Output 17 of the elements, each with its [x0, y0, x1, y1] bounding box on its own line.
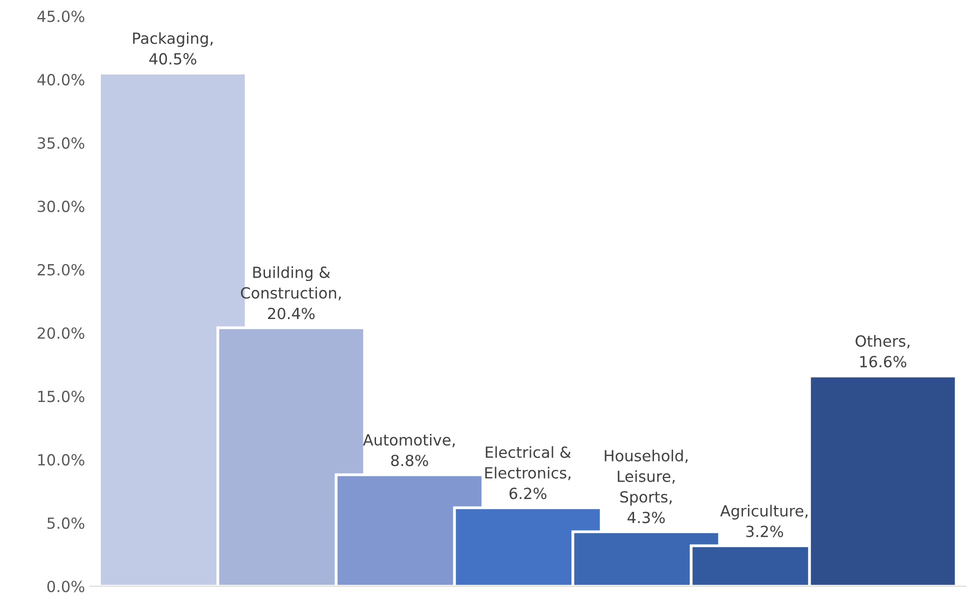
data-label: Household, Leisure, Sports, 4.3% [604, 450, 688, 524]
data-label: Packaging, 40.5% [133, 32, 213, 65]
data-label: Electrical & Electronics, 6.2% [485, 446, 571, 500]
data-label: Others, 16.6% [856, 335, 910, 368]
y-tick-label: 45.0% [37, 10, 84, 22]
y-tick-label: 20.0% [38, 327, 84, 339]
data-label: Agriculture, 3.2% [720, 504, 808, 538]
y-tick-label: 25.0% [38, 264, 84, 276]
y-tick-label: 5.0% [48, 517, 84, 529]
y-tick-label: 30.0% [38, 200, 84, 212]
y-tick-label: 35.0% [38, 137, 84, 149]
y-tick-label: 10.0% [38, 454, 84, 466]
data-label: Building & Construction, 20.4% [240, 266, 341, 320]
y-tick-label: 0.0% [47, 580, 84, 592]
y-tick-label: 40.0% [37, 74, 84, 86]
data-label: Automotive, 8.8% [363, 434, 455, 466]
y-tick-label: 15.0% [38, 390, 84, 402]
